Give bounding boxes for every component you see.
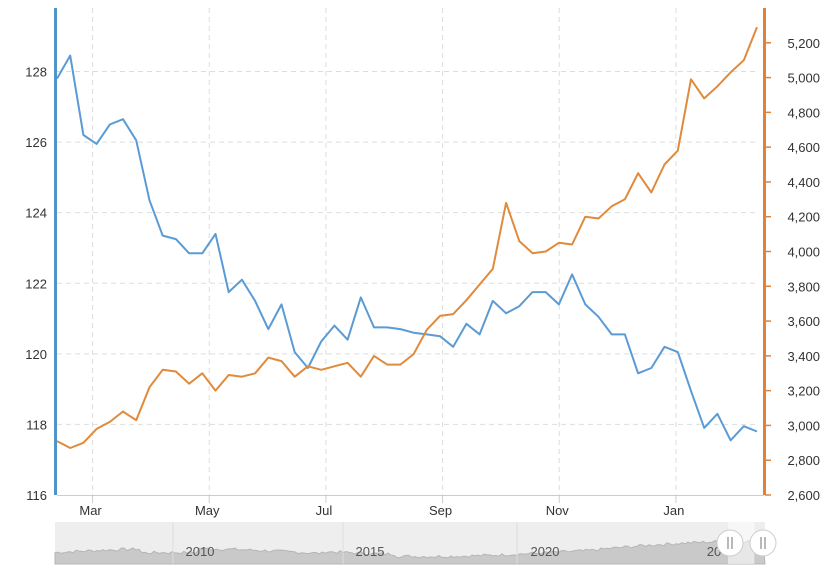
left-axis-series-line	[56, 54, 758, 442]
left-tick-label: 128	[25, 65, 47, 80]
range-navigator[interactable]: 2010 2015 2020 20	[54, 522, 777, 565]
left-axis-tick-labels: 116 118 120 122 124 126 128	[25, 65, 47, 503]
handle-right-circle[interactable]	[749, 529, 777, 557]
right-tick-label: 4,400	[787, 175, 820, 190]
left-tick-label: 116	[26, 488, 47, 503]
right-tick-label: 3,800	[787, 279, 820, 294]
navigator-year-label: 2015	[356, 544, 385, 559]
series-lines	[56, 26, 758, 449]
navigator-year-labels: 2010 2015 2020 20	[172, 522, 721, 564]
right-tick-label: 3,400	[787, 349, 820, 364]
x-axis-tick-labels: Mar May Jul Sep Nov Jan	[57, 495, 764, 518]
right-tick-label: 3,000	[787, 418, 820, 433]
right-tick-label: 5,000	[787, 71, 820, 86]
right-tick-label: 3,200	[787, 384, 820, 399]
x-tick-label: Jan	[663, 503, 684, 518]
right-axis-tick-labels: 2,600 2,800 3,000 3,200 3,400 3,600 3,800 4,000…	[765, 36, 820, 503]
left-tick-label: 122	[25, 276, 47, 291]
navigator-right-handle[interactable]	[749, 529, 777, 557]
x-tick-label: Jul	[316, 503, 333, 518]
right-tick-label: 2,600	[787, 488, 820, 503]
left-tick-label: 118	[26, 417, 47, 432]
navigator-year-label: 2020	[531, 544, 560, 559]
handle-left-circle[interactable]	[716, 529, 744, 557]
right-axis-series-line	[56, 26, 758, 449]
right-tick-label: 4,000	[787, 245, 820, 260]
navigator-year-label: 2010	[186, 544, 215, 559]
right-tick-label: 5,200	[787, 36, 820, 51]
x-tick-label: Mar	[79, 503, 102, 518]
navigator-series-area	[54, 539, 766, 565]
x-tick-label: May	[195, 503, 220, 518]
right-tick-label: 4,600	[787, 140, 820, 155]
left-tick-label: 120	[25, 347, 47, 362]
right-tick-label: 4,200	[787, 210, 820, 225]
x-tick-label: Nov	[546, 503, 570, 518]
right-tick-label: 2,800	[787, 453, 820, 468]
x-tick-label: Sep	[429, 503, 452, 518]
gridlines	[57, 8, 757, 495]
left-tick-label: 124	[25, 206, 47, 221]
right-tick-label: 4,800	[787, 105, 820, 120]
navigator-left-handle[interactable]	[716, 529, 744, 557]
left-tick-label: 126	[25, 135, 47, 150]
right-tick-label: 3,600	[787, 314, 820, 329]
